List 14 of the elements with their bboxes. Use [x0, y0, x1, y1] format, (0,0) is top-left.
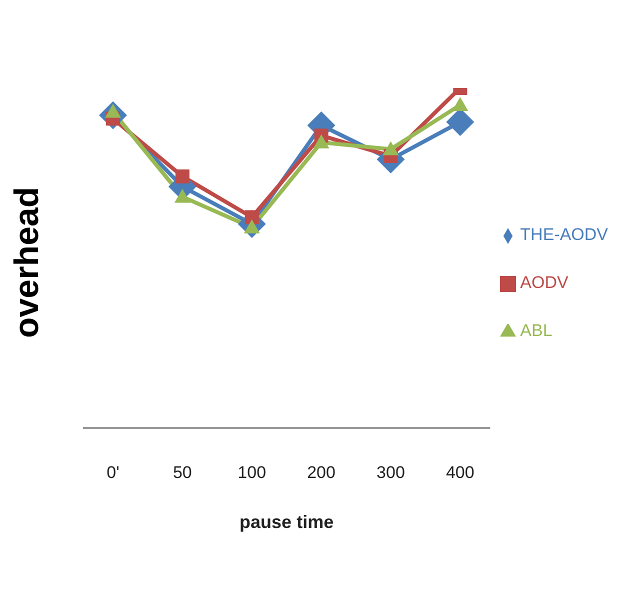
point [313, 134, 330, 148]
point [175, 169, 190, 184]
y-axis-title: overhead [8, 186, 46, 338]
x-axis-title: pause time [240, 512, 334, 532]
legend-label: ABL [520, 321, 552, 340]
legend-label: AODV [520, 273, 568, 292]
legend-label: THE-AODV [520, 225, 608, 244]
point [382, 141, 399, 156]
x-tick-label: 0' [106, 463, 120, 482]
x-tick-label: 100 [238, 463, 266, 482]
x-tick-label: 200 [307, 463, 336, 482]
x-tick-label: 400 [446, 463, 474, 482]
x-tick-label: 300 [376, 463, 405, 482]
x-tick-label: 50 [172, 463, 192, 482]
